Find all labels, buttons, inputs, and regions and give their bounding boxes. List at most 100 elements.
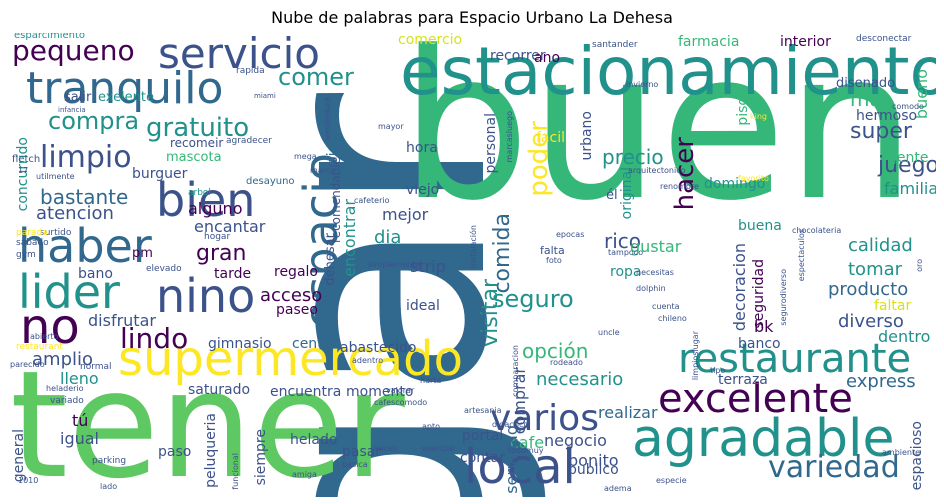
word-heladerio: heladerio (46, 384, 84, 393)
word-restaurante: restaurante (678, 336, 912, 382)
word-santander: santander (592, 40, 638, 50)
word-amiga: amiga (292, 470, 317, 479)
word-adema: adema (604, 484, 632, 493)
word-rodeado: rodeado (550, 358, 583, 367)
word-atencion: atencion (36, 203, 114, 224)
word-super: super (850, 119, 912, 144)
word-funcional: funcional (231, 453, 240, 490)
word-ambiente: ambiente (882, 448, 921, 457)
word-center: center (292, 336, 338, 352)
word-ideal: ideal (406, 298, 440, 314)
word-simplemente: simplemente (368, 260, 421, 269)
word-renombre: renombre (660, 182, 699, 191)
word-parada: parada (16, 228, 48, 238)
word-mascota: mascota (166, 150, 222, 165)
word-utilmente: utilmente (36, 172, 75, 181)
word-paso: paso (158, 444, 192, 460)
word-oro: oro (915, 259, 924, 272)
word-infancia: infancia (58, 106, 86, 114)
word-siempre: siempre (253, 429, 269, 486)
word-arbol: arbol (188, 188, 211, 198)
word-tu: tú (72, 411, 89, 430)
word-especie: especie (656, 476, 687, 485)
word-piso: piso (735, 97, 751, 126)
word-agradecer: agradecer (226, 136, 272, 146)
word-sabado: sabado (16, 238, 49, 248)
word-parking: parking (92, 456, 127, 466)
word-surtido: surtido (40, 228, 72, 238)
word-limpio: limpio (40, 140, 132, 175)
word-rico: rico (604, 229, 642, 253)
word-buena: buena (738, 218, 782, 234)
chart-title: Nube de palabras para Espacio Urbano La … (271, 8, 673, 27)
word-espectaculos: espectaculos (797, 229, 806, 282)
word-bonito: bonito (568, 451, 619, 470)
word-amplio: amplio (32, 349, 94, 370)
word-diverso: diverso (838, 311, 904, 332)
word-uncle: uncle (598, 328, 620, 337)
word-variedad: variedad (768, 450, 900, 485)
word-saturado: saturado (188, 382, 251, 398)
word-gran: gran (196, 241, 247, 266)
word-banco: banco (738, 336, 781, 352)
word-esparcimiento: esparcimiento (14, 33, 86, 41)
word-familia: familia (884, 179, 936, 198)
word-limpioslugar: limpioslugar (691, 331, 700, 381)
word-gente: gente (888, 150, 929, 166)
word-fletch: fletch (12, 154, 41, 165)
word-vendedora: vendedora (323, 97, 332, 140)
word-calidad: calidad (848, 235, 913, 256)
word-viejo: viejo (406, 182, 440, 198)
word-peluqueria: peluqueria (203, 413, 219, 488)
word-disfrutar: disfrutar (88, 311, 156, 330)
word-veces: veces (374, 444, 398, 453)
word-tener: tener (10, 339, 405, 497)
word-juego: juego (878, 153, 936, 178)
word-basica: basica (342, 460, 368, 469)
word-domingo: domingo (704, 176, 766, 192)
word-bien: bien (156, 173, 256, 227)
word-dentro: dentro (878, 327, 931, 346)
word-miami: miami (254, 92, 276, 100)
word-chileno: chileno (658, 314, 687, 323)
word-gym: gym (16, 250, 36, 260)
word-dolphin: dolphin (636, 284, 666, 293)
word-personal: personal (483, 113, 499, 174)
word-elevado: elevado (146, 264, 182, 274)
word-segurodiverso: segurodiverso (779, 269, 788, 326)
word-tipo: tipo (710, 366, 726, 375)
word-mega: mega (294, 152, 317, 161)
word-epocas: epocas (556, 230, 585, 239)
word-comparacion: comparacion (511, 345, 520, 397)
word-recorrer: recorrer (490, 48, 546, 64)
word-nino: nino (156, 269, 256, 323)
word-publico: publico (568, 462, 619, 478)
word-burguer: burguer (132, 166, 188, 182)
word-alguno: alguno (188, 199, 243, 218)
word-marcasluego: marcasluego (505, 111, 514, 163)
word-adentro: adentro (352, 356, 384, 365)
word-pm: pm (132, 246, 153, 261)
word-ano: ano (534, 50, 561, 66)
word-tomar: tomar (848, 259, 903, 280)
word-cafeterio: cafeterio (354, 196, 390, 205)
word-comodo: comodo (892, 102, 924, 111)
word-no: no (20, 299, 80, 355)
word-17: 17 (18, 166, 29, 175)
word-ropa: ropa (610, 264, 642, 280)
word-rapida: rapida (236, 66, 265, 76)
word-variado: variado (50, 396, 84, 406)
word-supermercado: supermercado (118, 331, 463, 387)
word-gimnasio: gimnasio (208, 336, 272, 352)
word-producto: producto (828, 279, 909, 300)
word-lado: lado (100, 482, 118, 491)
word-negocio: negocio (544, 431, 607, 450)
word-compra: compra (48, 107, 140, 135)
word-el: él (606, 188, 618, 203)
word-paseo: paseo (276, 302, 318, 318)
word-gratuito: gratuito (146, 113, 250, 143)
word-arquitectonico: arquitectonico (628, 166, 686, 175)
word-cafe: cafe (510, 433, 545, 452)
word-encontrar: encontrar (340, 199, 359, 277)
word-salir: salir (64, 90, 92, 105)
